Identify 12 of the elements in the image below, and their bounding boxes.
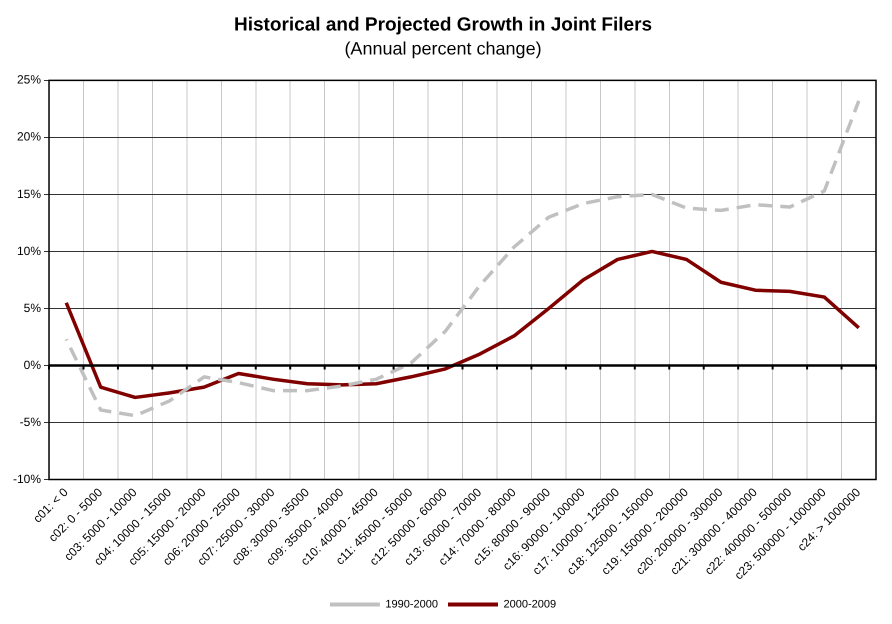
chart-subtitle: (Annual percent change)	[344, 38, 542, 59]
y-tick-label: 0%	[24, 358, 42, 372]
y-tick-label: -5%	[20, 414, 42, 429]
y-tick-label: 5%	[24, 300, 42, 315]
legend-label: 1990-2000	[385, 598, 438, 611]
y-tick-label: 20%	[16, 130, 42, 144]
y-tick-label: -10%	[13, 472, 42, 486]
y-tick-label: 15%	[16, 186, 42, 201]
y-tick-label: 10%	[16, 244, 42, 258]
chart-title: Historical and Projected Growth in Joint Filers	[234, 14, 652, 36]
legend-label: 2000-2009	[504, 598, 556, 611]
y-tick-label: 25%	[16, 72, 42, 87]
